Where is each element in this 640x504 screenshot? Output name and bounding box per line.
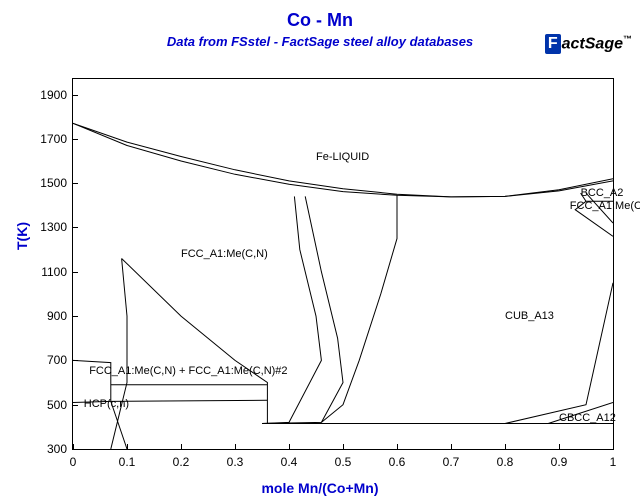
curves <box>73 79 613 449</box>
xtick: 0.3 <box>227 449 244 469</box>
ytick: 700 <box>47 353 73 367</box>
ytick: 1900 <box>40 88 73 102</box>
xtick: 1 <box>610 449 617 469</box>
ytick: 1300 <box>40 220 73 234</box>
ytick: 1700 <box>40 132 73 146</box>
xtick: 0.5 <box>335 449 352 469</box>
region-label: HCP(c,n) <box>84 398 129 410</box>
x-axis-label: mole Mn/(Co+Mn) <box>0 480 640 496</box>
ytick: 900 <box>47 309 73 323</box>
region-label: FCC_A1:Me(C <box>570 200 640 212</box>
chart-title: Co - Mn <box>0 10 640 31</box>
region-label: FCC_A1:Me(C,N) <box>181 248 268 260</box>
xtick: 0.6 <box>389 449 406 469</box>
xtick: 0.7 <box>443 449 460 469</box>
region-label: Fe-LIQUID <box>316 151 369 163</box>
region-label: CBCC_A12 <box>559 412 616 424</box>
ytick: 1500 <box>40 176 73 190</box>
xtick: 0 <box>70 449 77 469</box>
region-label: BCC_A2 <box>581 187 624 199</box>
y-axis-label: T(K) <box>14 222 30 250</box>
xtick: 0.4 <box>281 449 298 469</box>
phase-diagram-chart: 3005007009001100130015001700190000.10.20… <box>72 78 614 450</box>
factsage-logo: FactSage™ <box>545 34 632 54</box>
region-label: CUB_A13 <box>505 310 554 322</box>
xtick: 0.2 <box>173 449 190 469</box>
xtick: 0.8 <box>497 449 514 469</box>
ytick: 1100 <box>41 265 73 279</box>
xtick: 0.9 <box>551 449 568 469</box>
xtick: 0.1 <box>119 449 136 469</box>
ytick: 500 <box>47 398 73 412</box>
region-label: FCC_A1:Me(C,N) + FCC_A1:Me(C,N)#2 <box>89 365 287 377</box>
